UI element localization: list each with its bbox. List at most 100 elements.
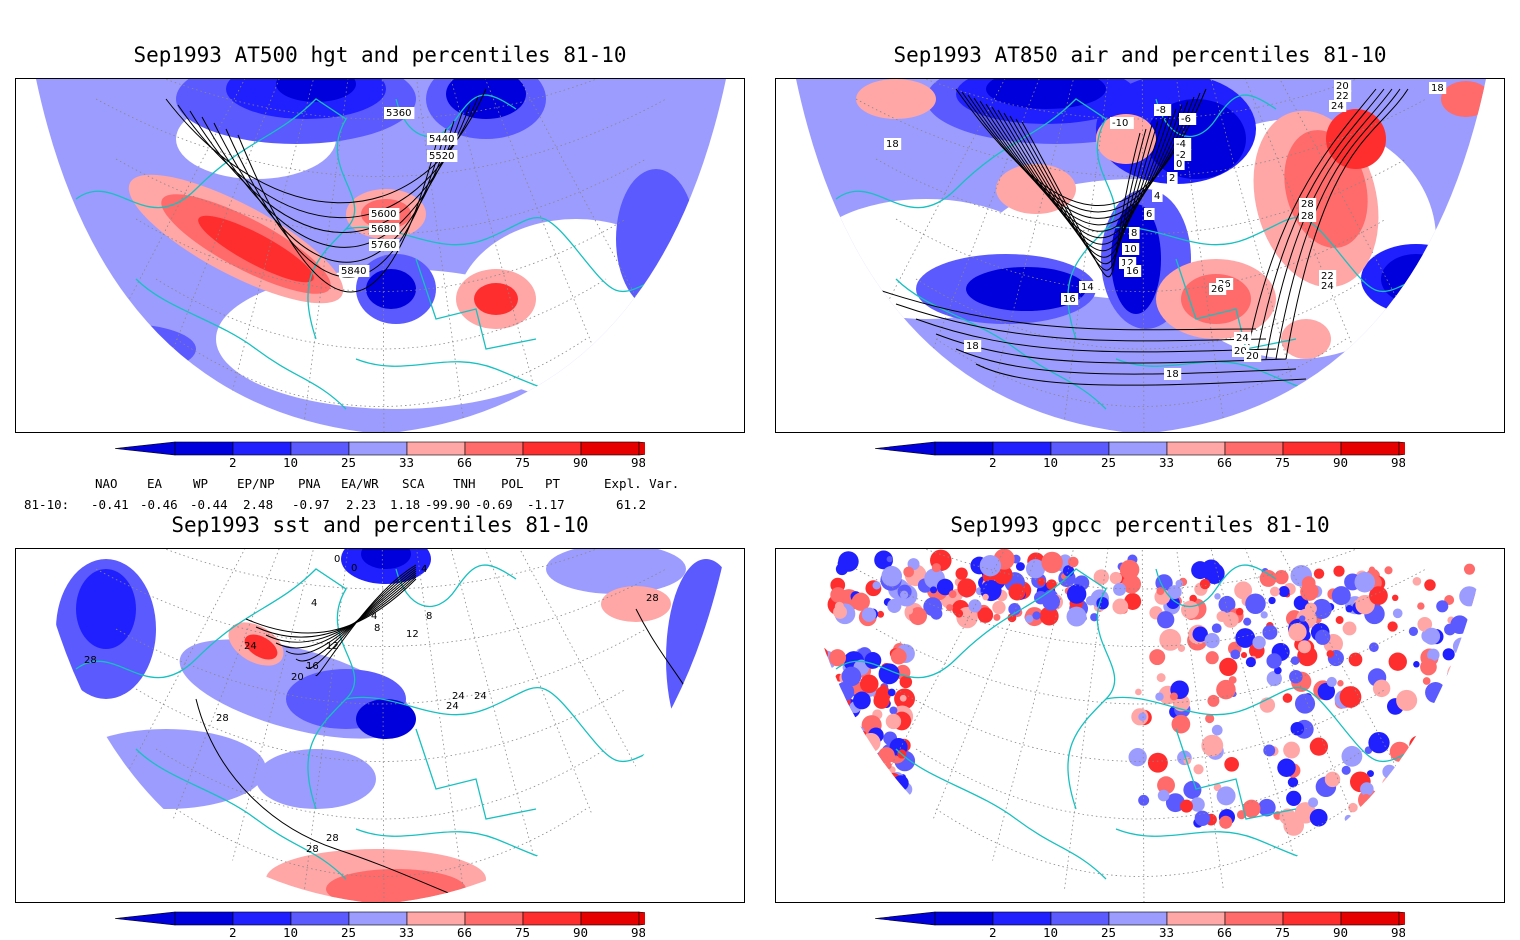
- precip-cell: [1205, 651, 1219, 665]
- contour-label-box: [796, 112, 804, 124]
- coastline: [345, 687, 657, 763]
- latitude-circle: [915, 748, 1367, 820]
- precip-cell: [1326, 676, 1337, 687]
- precip-cell: [798, 672, 820, 693]
- contour-label: 18: [966, 341, 979, 352]
- precip-cell: [832, 700, 848, 716]
- colorbar-segment: [992, 911, 1052, 926]
- precip-cell: [1308, 797, 1319, 808]
- latitude-circle: [175, 808, 587, 877]
- precip-cell: [810, 696, 819, 706]
- precip-cell: [1342, 621, 1357, 636]
- precip-cell: [805, 718, 827, 740]
- colorbar-tick-label: 25: [341, 925, 356, 939]
- precip-cell: [1431, 791, 1439, 799]
- index-header: NAO: [95, 476, 118, 491]
- colorbar-tick-label: 90: [573, 455, 588, 469]
- precip-cell: [1109, 571, 1123, 585]
- precip-cell: [1424, 579, 1436, 591]
- precip-cell: [1041, 551, 1063, 574]
- precip-cell: [1453, 821, 1464, 832]
- precip-cell: [806, 651, 819, 664]
- anomaly-area: [666, 559, 726, 759]
- latitude-circle: [915, 278, 1367, 350]
- contour-label: 18: [1431, 83, 1444, 94]
- precip-cell: [1453, 685, 1462, 694]
- precip-cell: [968, 599, 982, 613]
- contour-line: [991, 106, 1171, 245]
- precip-cell: [832, 714, 842, 725]
- precip-cell: [1396, 689, 1418, 711]
- index-value: 61.2: [616, 497, 647, 512]
- precip-cell: [1157, 611, 1175, 629]
- colorbar-segment: [1166, 441, 1226, 456]
- contour-line: [275, 572, 417, 649]
- map-panel-air850: -10 -8 -6 -4 -2 0 2 4 6 8 10 12 14 16 16 16 16 18 18 18 18 18…: [775, 78, 1505, 433]
- colorbar-tick-label: 66: [457, 455, 472, 469]
- precip-cell: [1193, 764, 1204, 775]
- precip-cell: [1243, 617, 1252, 626]
- latitude-circle: [95, 98, 667, 177]
- precip-cell: [1112, 598, 1129, 615]
- precip-cell: [1157, 789, 1170, 802]
- precip-cell: [1222, 612, 1239, 628]
- contour-label-box: [884, 138, 902, 150]
- colorbar-segment: [1050, 441, 1110, 456]
- contour-line: [245, 578, 417, 634]
- precip-cell: [1407, 800, 1427, 820]
- precip-cell: [1304, 602, 1317, 615]
- colorbar-segment: [348, 441, 408, 456]
- precip-cell: [885, 713, 902, 730]
- coastline: [1105, 687, 1417, 763]
- anomaly-area: [361, 549, 411, 569]
- precip-cell: [841, 666, 862, 687]
- precip-cell: [819, 742, 830, 752]
- precip-cell: [899, 675, 913, 689]
- contour-label-box: [1179, 113, 1197, 125]
- meridian: [219, 549, 382, 902]
- contour-line: [875, 288, 1257, 331]
- precip-cell: [1311, 598, 1332, 620]
- map-svg-hgt500: 5360 5440 5520 5600 5680 5760 5840: [36, 79, 726, 432]
- precip-cell: [1345, 604, 1354, 613]
- precip-cell: [1456, 734, 1463, 741]
- precip-cell: [861, 607, 877, 622]
- precip-cell: [1205, 713, 1215, 724]
- precip-cell: [979, 555, 1002, 577]
- precip-cell: [811, 777, 833, 799]
- precip-cell: [1252, 635, 1266, 650]
- contour-line: [265, 574, 417, 643]
- index-value: -99.90: [425, 497, 471, 512]
- contour-label-box: [1329, 100, 1347, 112]
- contour-label: 5680: [371, 224, 396, 235]
- contour-label-box: [427, 133, 458, 145]
- precip-cell: [1156, 673, 1166, 683]
- precip-cell: [1392, 774, 1414, 796]
- precip-cell: [1128, 748, 1147, 767]
- anomaly-area: [198, 215, 314, 283]
- contour-label: 5520: [429, 151, 454, 162]
- precip-cell: [1258, 798, 1276, 817]
- precip-cell: [805, 756, 822, 773]
- precip-cell: [872, 581, 881, 590]
- index-header: POL: [501, 476, 524, 491]
- anomaly-area: [1381, 254, 1451, 304]
- colorbar-high-arrow: [638, 441, 645, 456]
- precip-cell: [1389, 741, 1410, 762]
- anomaly-area: [76, 569, 136, 649]
- contour-label: 28: [216, 713, 229, 724]
- index-header: TNH: [453, 476, 476, 491]
- anomaly-area: [1441, 81, 1486, 117]
- precip-cell: [887, 688, 896, 697]
- precip-cell: [827, 785, 837, 795]
- precip-cell: [1425, 682, 1447, 704]
- coastline: [75, 568, 356, 810]
- colorbar-tick-label: 10: [283, 925, 298, 939]
- precip-cell: [1165, 793, 1185, 813]
- contour-label: 16: [806, 202, 819, 213]
- colorbar-tick-label: 75: [515, 925, 530, 939]
- index-header: EP/NP: [237, 476, 275, 491]
- index-header: Expl. Var.: [604, 476, 680, 491]
- precip-cell: [1113, 582, 1127, 596]
- precip-cell: [1269, 586, 1280, 597]
